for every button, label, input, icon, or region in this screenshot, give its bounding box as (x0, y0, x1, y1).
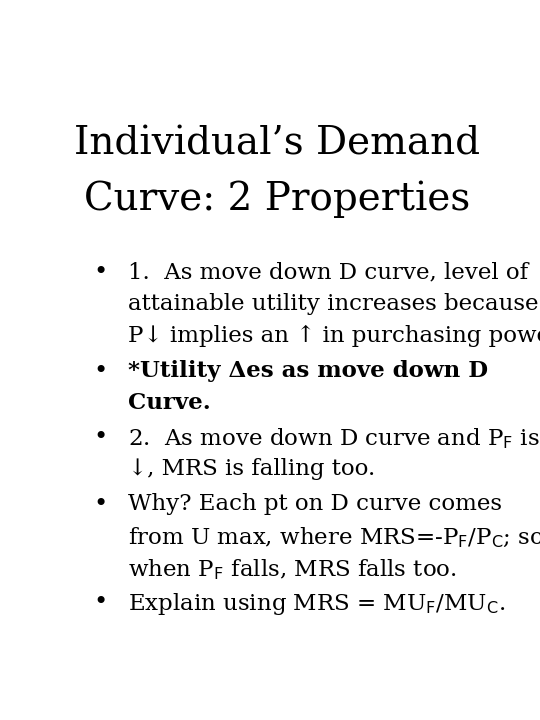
Text: when P$_{\mathrm{F}}$ falls, MRS falls too.: when P$_{\mathrm{F}}$ falls, MRS falls t… (128, 557, 457, 582)
Text: Curve.: Curve. (128, 392, 211, 414)
Text: Explain using MRS = MU$_{\mathrm{F}}$/MU$_{\mathrm{C}}$.: Explain using MRS = MU$_{\mathrm{F}}$/MU… (128, 591, 505, 618)
Text: P↓ implies an ↑ in purchasing power.: P↓ implies an ↑ in purchasing power. (128, 325, 540, 348)
Text: 1.  As move down D curve, level of: 1. As move down D curve, level of (128, 261, 528, 283)
Text: •: • (94, 426, 108, 449)
Text: attainable utility increases because a: attainable utility increases because a (128, 293, 540, 315)
Text: from U max, where MRS=-P$_{\mathrm{F}}$/P$_{\mathrm{C}}$; so: from U max, where MRS=-P$_{\mathrm{F}}$/… (128, 525, 540, 550)
Text: ↓, MRS is falling too.: ↓, MRS is falling too. (128, 459, 375, 480)
Text: •: • (94, 492, 108, 516)
Text: Curve: 2 Properties: Curve: 2 Properties (84, 181, 470, 218)
Text: 2.  As move down D curve and P$_{\mathrm{F}}$ is: 2. As move down D curve and P$_{\mathrm{… (128, 426, 540, 451)
Text: Individual’s Demand: Individual’s Demand (73, 125, 480, 162)
Text: •: • (94, 261, 108, 284)
Text: Why? Each pt on D curve comes: Why? Each pt on D curve comes (128, 492, 502, 515)
Text: *Utility Δes as move down D: *Utility Δes as move down D (128, 360, 488, 382)
Text: •: • (94, 591, 108, 614)
Text: •: • (94, 360, 108, 383)
